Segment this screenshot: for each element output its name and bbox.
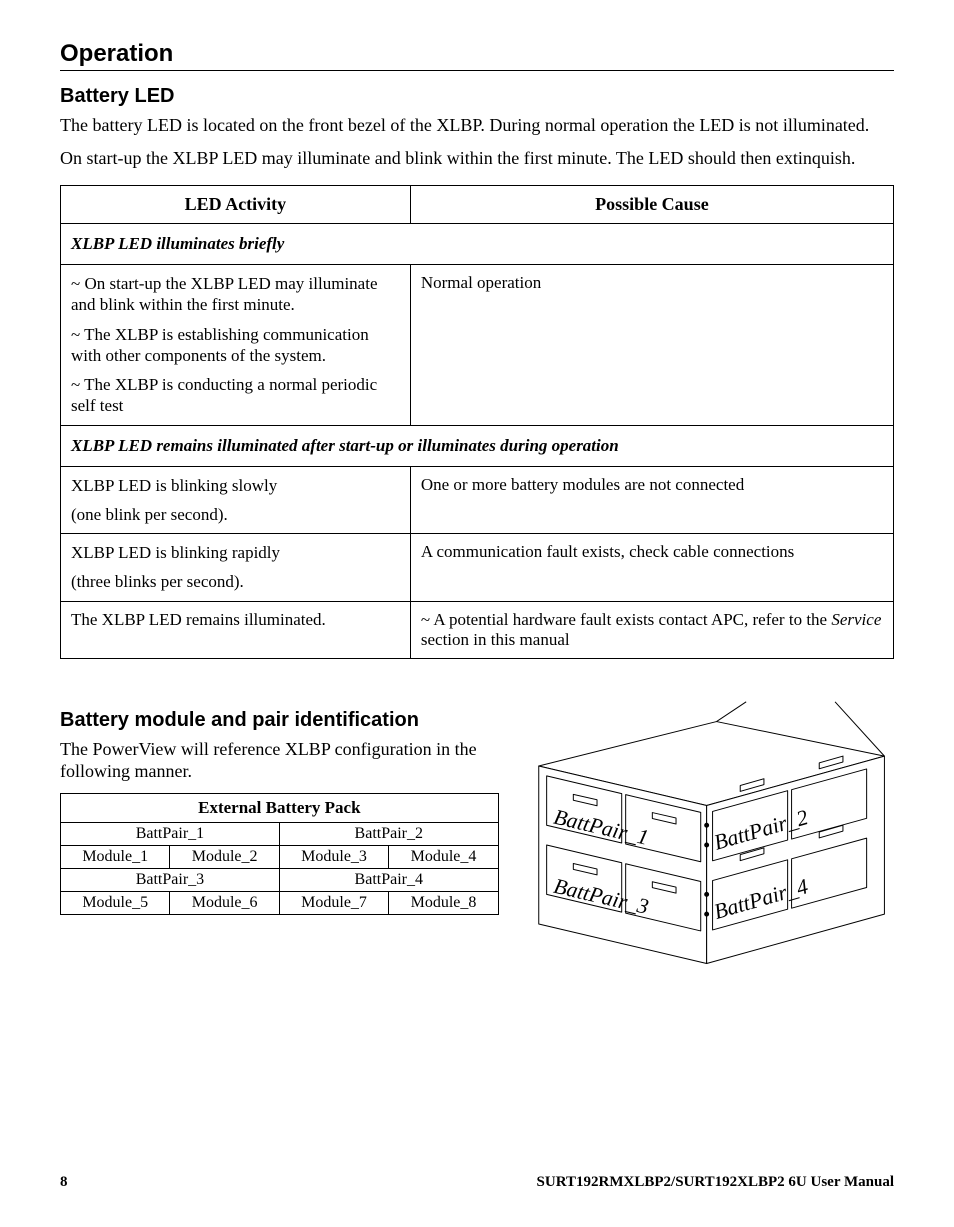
cell-cause: A communication fault exists, check cabl… xyxy=(410,534,893,602)
page: Operation Battery LED The battery LED is… xyxy=(0,0,954,1227)
table-row: BattPair_1 BattPair_2 xyxy=(61,822,499,845)
cell-battpair: BattPair_3 xyxy=(61,868,280,891)
cell-text: (three blinks per second). xyxy=(71,571,400,592)
lower-columns: Battery module and pair identification T… xyxy=(60,695,894,995)
table-row: XLBP LED is blinking rapidly (three blin… xyxy=(61,534,894,602)
cell-module: Module_5 xyxy=(61,891,170,914)
heading-operation: Operation xyxy=(60,40,894,71)
heading-battery-led: Battery LED xyxy=(60,85,894,108)
section-remains-illuminated: XLBP LED remains illuminated after start… xyxy=(61,425,894,466)
page-footer: 8 SURT192RMXLBP2/SURT192XLBP2 6U User Ma… xyxy=(60,1174,894,1191)
ebp-title: External Battery Pack xyxy=(61,793,499,822)
cell-text: ~ A potential hardware fault exists cont… xyxy=(421,610,831,629)
cell-module: Module_4 xyxy=(389,845,498,868)
table-section-row: XLBP LED illuminates briefly xyxy=(61,224,894,265)
intro-para-1: The battery LED is located on the front … xyxy=(60,114,894,137)
intro-para-2: On start-up the XLBP LED may illuminate … xyxy=(60,147,894,170)
table-row: External Battery Pack xyxy=(61,793,499,822)
led-activity-table: LED Activity Possible Cause XLBP LED ill… xyxy=(60,185,894,659)
table-row: ~ On start-up the XLBP LED may illuminat… xyxy=(61,265,894,426)
heading-battery-module: Battery module and pair identification xyxy=(60,709,499,732)
cell-cause: Normal operation xyxy=(410,265,893,426)
page-number: 8 xyxy=(60,1174,68,1191)
cell-text: XLBP LED is blinking rapidly xyxy=(71,542,400,563)
cell-module: Module_8 xyxy=(389,891,498,914)
cell-battpair: BattPair_4 xyxy=(279,868,498,891)
col-led-activity: LED Activity xyxy=(61,186,411,224)
cell-text: section in this manual xyxy=(421,630,570,649)
cell-module: Module_6 xyxy=(170,891,279,914)
table-row: Module_5 Module_6 Module_7 Module_8 xyxy=(61,891,499,914)
table-row: XLBP LED is blinking slowly (one blink p… xyxy=(61,466,894,534)
cell-module: Module_3 xyxy=(279,845,388,868)
cell-module: Module_1 xyxy=(61,845,170,868)
lower-left-column: Battery module and pair identification T… xyxy=(60,695,519,995)
cell-battpair: BattPair_2 xyxy=(279,822,498,845)
cell-activity: ~ On start-up the XLBP LED may illuminat… xyxy=(61,265,411,426)
cell-text: (one blink per second). xyxy=(71,504,400,525)
section-illuminates-briefly: XLBP LED illuminates briefly xyxy=(61,224,894,265)
cell-cause: One or more battery modules are not conn… xyxy=(410,466,893,534)
cell-cause: ~ A potential hardware fault exists cont… xyxy=(410,601,893,658)
table-row: Module_1 Module_2 Module_3 Module_4 xyxy=(61,845,499,868)
cell-activity: XLBP LED is blinking rapidly (three blin… xyxy=(61,534,411,602)
cell-text: ~ On start-up the XLBP LED may illuminat… xyxy=(71,273,400,316)
cell-text-emphasis: Service xyxy=(831,610,881,629)
table-row: The XLBP LED remains illuminated. ~ A po… xyxy=(61,601,894,658)
table-section-row: XLBP LED remains illuminated after start… xyxy=(61,425,894,466)
cell-text: ~ The XLBP is conducting a normal period… xyxy=(71,374,400,417)
footer-title: SURT192RMXLBP2/SURT192XLBP2 6U User Manu… xyxy=(537,1174,894,1191)
table-header-row: LED Activity Possible Cause xyxy=(61,186,894,224)
battery-pack-diagram: BattPair_1 BattPair_2 BattPair_3 BattPai… xyxy=(519,695,894,995)
cell-activity: XLBP LED is blinking slowly (one blink p… xyxy=(61,466,411,534)
table-row: BattPair_3 BattPair_4 xyxy=(61,868,499,891)
external-battery-pack-table: External Battery Pack BattPair_1 BattPai… xyxy=(60,793,499,915)
cell-activity: The XLBP LED remains illuminated. xyxy=(61,601,411,658)
cell-text: XLBP LED is blinking slowly xyxy=(71,475,400,496)
lower-right-column: BattPair_1 BattPair_2 BattPair_3 BattPai… xyxy=(519,695,894,995)
cell-text: ~ The XLBP is establishing communication… xyxy=(71,324,400,367)
cell-module: Module_2 xyxy=(170,845,279,868)
cell-battpair: BattPair_1 xyxy=(61,822,280,845)
ebp-intro: The PowerView will reference XLBP config… xyxy=(60,738,499,783)
col-possible-cause: Possible Cause xyxy=(410,186,893,224)
cell-module: Module_7 xyxy=(279,891,388,914)
